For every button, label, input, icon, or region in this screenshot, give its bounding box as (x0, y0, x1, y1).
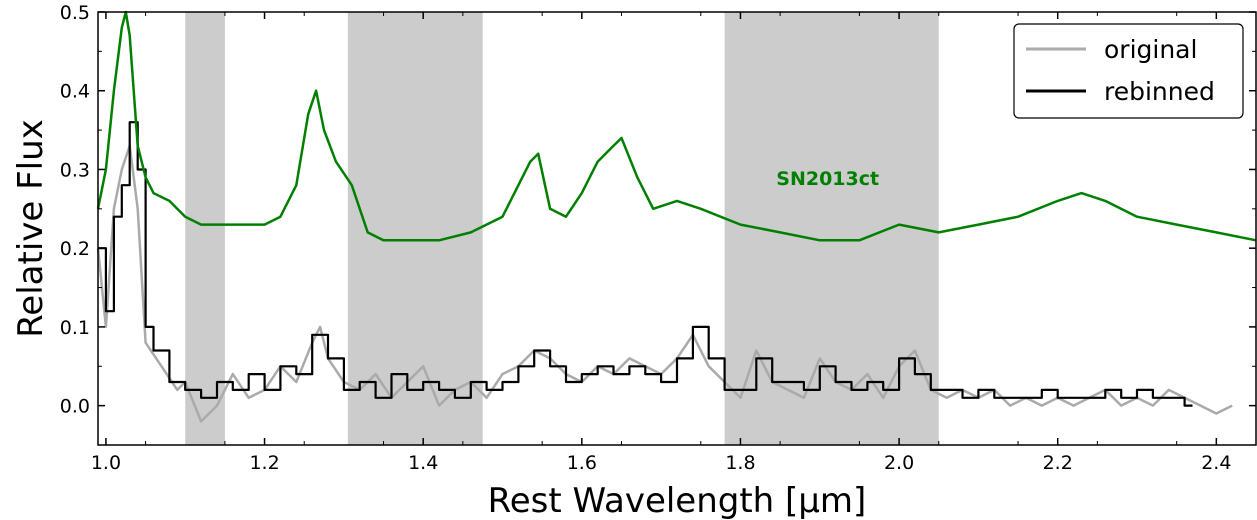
series-line-sn2013ct (96, 10, 1257, 242)
x-tick-label: 1.6 (567, 452, 597, 474)
x-tick-label: 1.8 (725, 452, 755, 474)
legend-label-rebinned: rebinned (1104, 77, 1215, 106)
y-axis-label: Relative Flux (11, 119, 51, 338)
legend-label-original: original (1104, 35, 1197, 64)
y-tick-label: 0.1 (60, 317, 90, 339)
x-tick-label: 1.2 (249, 452, 279, 474)
y-tick-label: 0.2 (60, 238, 90, 260)
y-tick-label: 0.3 (60, 159, 90, 181)
annotation-sn2013ct: SN2013ct (776, 168, 879, 190)
x-tick-label: 1.4 (408, 452, 438, 474)
x-axis-label: Rest Wavelength [μm] (488, 481, 867, 520)
y-tick-label: 0.4 (60, 81, 90, 103)
shaded-band-0 (185, 12, 225, 445)
plot-frame (97, 11, 1257, 446)
x-tick-label: 2.2 (1043, 452, 1073, 474)
x-tick-label: 2.0 (884, 452, 914, 474)
y-tick-label: 0.0 (60, 396, 90, 418)
series-line-rebinned (98, 121, 1193, 407)
y-tick-label: 0.5 (60, 2, 90, 24)
x-tick-label: 2.4 (1201, 452, 1231, 474)
series-line-original (96, 144, 1233, 423)
axis-ticks: 1.0 1.2 1.4 1.6 1.8 2.0 2.2 2.4 0.0 0.1 0.2 0.3 0.4 0… (60, 2, 1256, 474)
legend: original rebinned (1013, 23, 1244, 119)
x-tick-label: 1.0 (91, 452, 121, 474)
series-layer (96, 10, 1257, 423)
